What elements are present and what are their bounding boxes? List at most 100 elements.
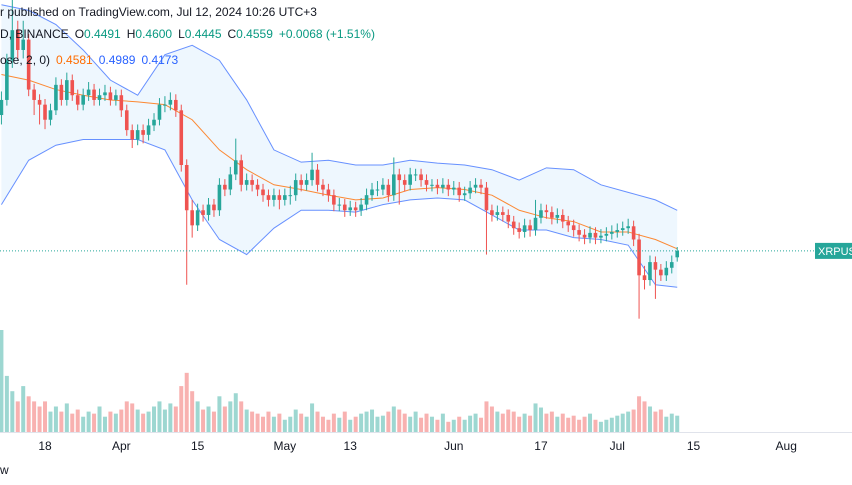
volume-bar bbox=[549, 411, 554, 432]
candle-body bbox=[130, 130, 135, 140]
candle-body bbox=[310, 169, 314, 181]
candle-body bbox=[397, 174, 402, 181]
candle-body bbox=[201, 210, 205, 215]
candle-body bbox=[402, 180, 407, 185]
volume-bar bbox=[451, 419, 456, 432]
volume-bar bbox=[642, 401, 647, 432]
x-tick-label: Aug bbox=[776, 439, 797, 453]
volume-bar bbox=[43, 401, 48, 432]
x-tick-label: May bbox=[273, 439, 296, 453]
candle-body bbox=[528, 225, 532, 231]
volume-bar bbox=[359, 413, 364, 432]
candle-body bbox=[266, 195, 271, 200]
volume-bar bbox=[146, 411, 151, 432]
volume-bar bbox=[462, 419, 467, 432]
publish-line: r published on TradingView.com, Jul 12, … bbox=[0, 5, 317, 19]
volume-bar bbox=[184, 372, 189, 432]
volume-bar bbox=[75, 409, 80, 432]
candle-body bbox=[48, 110, 53, 120]
candle-body bbox=[65, 80, 69, 100]
volume-bar bbox=[533, 403, 538, 432]
volume-bar bbox=[179, 386, 184, 432]
bb-basis bbox=[1, 73, 678, 250]
candle-body bbox=[146, 125, 151, 135]
candle-body bbox=[250, 180, 254, 185]
volume-bar bbox=[168, 403, 173, 432]
candle-body bbox=[10, 30, 15, 61]
indicator-name: ose, 2, 0) bbox=[0, 53, 51, 67]
candle-body bbox=[381, 184, 385, 190]
bb-basis-value: 0.4581 bbox=[56, 53, 93, 67]
volume-bar bbox=[97, 406, 102, 432]
candle-body bbox=[664, 267, 669, 276]
candle-body bbox=[604, 233, 609, 236]
indicator-legend: ose, 2, 0) 0.4581 0.4989 0.4173 bbox=[0, 53, 178, 67]
volume-bar bbox=[64, 403, 69, 432]
volume-bar bbox=[10, 391, 15, 432]
volume-bar bbox=[408, 416, 413, 432]
candle-body bbox=[283, 195, 287, 200]
volume-bar bbox=[48, 411, 53, 432]
volume-bar bbox=[320, 416, 325, 432]
candle-body bbox=[392, 174, 396, 196]
volume-bar bbox=[162, 409, 167, 432]
candle-body bbox=[550, 212, 554, 218]
volume-bar bbox=[419, 417, 424, 432]
volume-bar bbox=[217, 396, 222, 432]
candle-body bbox=[544, 210, 549, 213]
candle-body bbox=[26, 39, 31, 90]
candle-body bbox=[659, 269, 663, 276]
candle-body bbox=[571, 225, 576, 231]
volume-bar bbox=[479, 417, 484, 432]
volume-bar bbox=[331, 413, 336, 432]
volume-bar bbox=[299, 413, 304, 432]
candle-body bbox=[184, 165, 189, 211]
candle-body bbox=[517, 228, 521, 232]
candle-body bbox=[217, 184, 222, 211]
candle-body bbox=[359, 204, 363, 211]
volume-bar bbox=[201, 409, 206, 432]
volume-bar bbox=[555, 416, 560, 432]
candle-body bbox=[304, 180, 309, 185]
candle-body bbox=[228, 174, 233, 190]
volume-bar bbox=[282, 419, 287, 432]
x-tick-label: 15 bbox=[687, 439, 701, 453]
candle-body bbox=[119, 95, 124, 111]
candle-body bbox=[108, 92, 113, 100]
title: r published on TradingView.com, Jul 12, … bbox=[0, 5, 317, 19]
volume-bar bbox=[375, 416, 380, 432]
candle-body bbox=[299, 180, 303, 185]
candle-body bbox=[293, 180, 298, 196]
volume-bar bbox=[664, 416, 669, 432]
volume-bar bbox=[70, 413, 75, 432]
volume-bar bbox=[386, 411, 391, 432]
candle-body bbox=[555, 214, 560, 218]
candle-body bbox=[348, 207, 353, 211]
volume-bar bbox=[244, 409, 249, 432]
volume-bar bbox=[544, 413, 549, 432]
candle-body bbox=[92, 89, 96, 100]
candle-body bbox=[424, 180, 429, 185]
candle-body bbox=[473, 184, 478, 188]
price-tag-label: XRPUSD bbox=[818, 246, 852, 258]
volume-bar bbox=[15, 401, 20, 432]
volume-bar bbox=[21, 386, 26, 432]
candle-body bbox=[675, 250, 680, 258]
volume-bar bbox=[113, 413, 118, 432]
candle-body bbox=[446, 184, 451, 190]
volume-bar bbox=[26, 396, 31, 432]
volume-bar bbox=[620, 413, 625, 432]
candle-body bbox=[370, 189, 374, 196]
volume-bar bbox=[446, 421, 451, 432]
candle-body bbox=[342, 204, 347, 211]
footer-text: w bbox=[0, 463, 9, 477]
volume-bar bbox=[4, 375, 9, 432]
candle-body bbox=[244, 180, 249, 185]
volume-bar bbox=[435, 419, 440, 432]
candle-body bbox=[413, 174, 418, 176]
volume-bar bbox=[293, 409, 298, 432]
volume-bar bbox=[288, 416, 293, 432]
candle-body bbox=[506, 214, 511, 222]
volume-bar bbox=[538, 407, 543, 432]
candle-body bbox=[419, 174, 423, 181]
